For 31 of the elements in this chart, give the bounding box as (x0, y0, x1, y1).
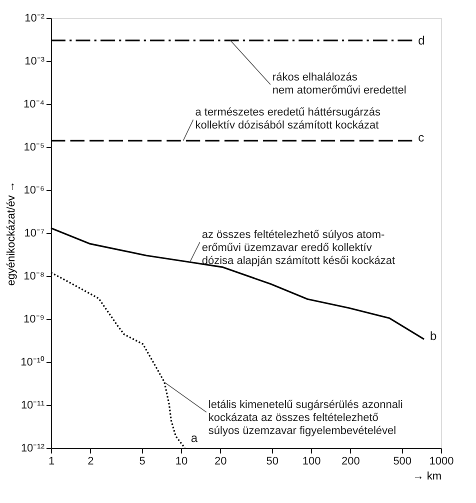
x-tick-label: 100 (302, 456, 321, 468)
x-tick-label: 2 (88, 456, 94, 468)
annotation: a természetes eredetű háttérsugárzás kollektív dózisából számított kockázat (195, 106, 381, 132)
y-tick-label: 10⁻³ (24, 56, 45, 68)
y-axis-title: egyénikockázat/év → (6, 181, 18, 286)
y-tick-label: 10⁻⁵ (24, 142, 44, 154)
series-label: c (418, 130, 424, 145)
x-tick-label: 20 (214, 456, 227, 468)
y-tick-label: 10⁻² (24, 12, 45, 24)
y-tick-label: 10⁻⁷ (24, 228, 45, 240)
x-tick-label: 10 (175, 456, 188, 468)
annotation: rákos elhalálozás nem atomerőművi eredettel (272, 71, 406, 96)
y-tick-label: 10⁻¹² (20, 442, 45, 454)
annotation: letális kimenetelű sugársérülés azonnali kockázata az összes feltételezhető súlyos üzemzavar figyelembevételével (208, 399, 403, 438)
y-tick-label: 10⁻⁹ (24, 314, 44, 326)
series-label: d (418, 33, 425, 48)
y-tick-label: 10⁻⁴ (24, 98, 45, 110)
x-tick-label: 500 (393, 456, 412, 468)
annotation: az összes feltételezhető súlyos atom- erőművi üzemzavar eredő kollektív dózisa alapján számított késői kockázat (202, 229, 396, 268)
x-axis-title: → km (412, 470, 442, 482)
x-tick-label: 1000 (429, 456, 454, 468)
y-tick-label: 10⁻¹⁰ (20, 356, 44, 368)
x-tick-label: 50 (266, 456, 278, 468)
x-tick-label: 200 (341, 456, 360, 468)
x-tick-label: 1 (48, 456, 55, 468)
series-label: b (430, 329, 437, 344)
x-tick-label: 5 (139, 456, 146, 468)
y-tick-label: 10⁻¹¹ (20, 400, 45, 412)
series-label: a (190, 431, 198, 445)
y-tick-label: 10⁻⁸ (24, 270, 44, 282)
y-tick-label: 10⁻⁶ (24, 184, 44, 196)
